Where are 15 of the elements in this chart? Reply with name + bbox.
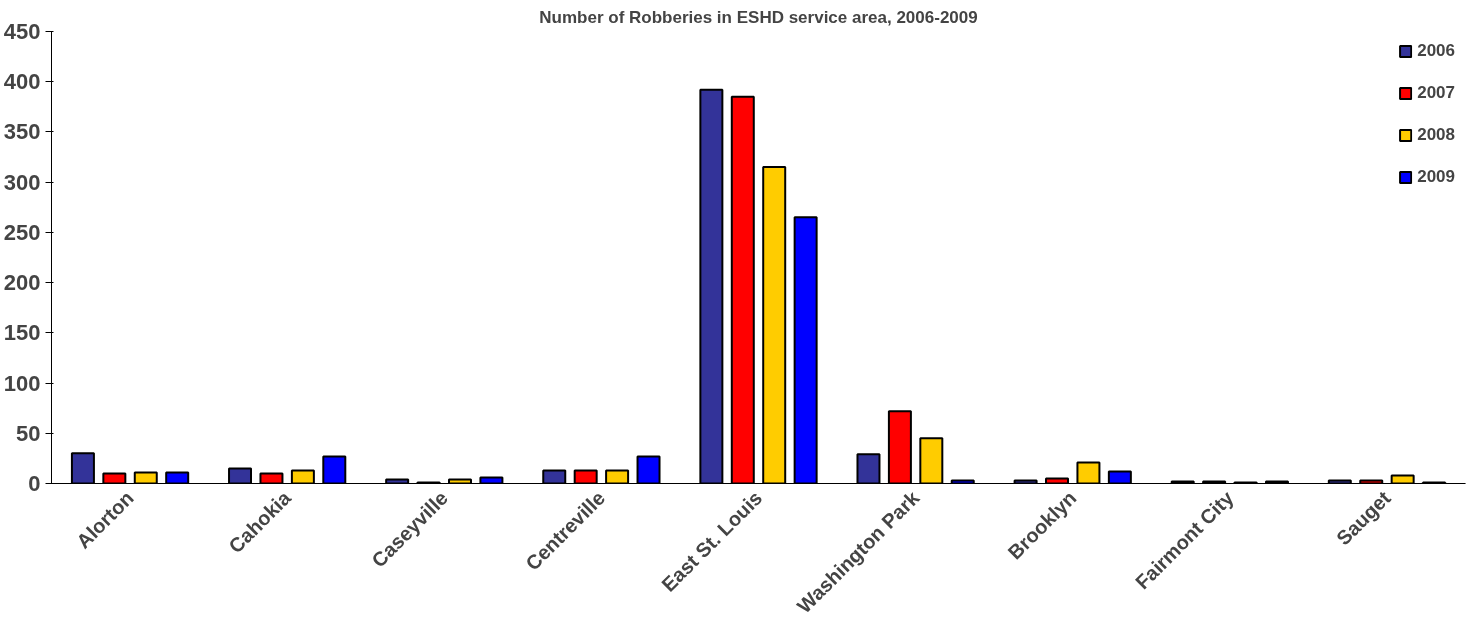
y-tick-label: 150: [3, 320, 41, 346]
y-tick-label: 0: [28, 471, 41, 496]
chart-title: Number of Robberies in ESHD service area, 2006-2009: [539, 7, 978, 27]
y-tick-label: 50: [16, 420, 41, 446]
y-tick-label: 250: [3, 219, 41, 245]
y-tick-label: 400: [3, 69, 41, 95]
y-tick-label: 100: [3, 370, 41, 396]
y-tick-label: 200: [3, 270, 41, 296]
legend-label: 2009: [1417, 167, 1455, 187]
y-tick-label: 450: [3, 19, 41, 44]
legend-label: 2008: [1417, 125, 1455, 145]
legend-label: 2007: [1417, 83, 1455, 103]
y-tick-label: 300: [3, 169, 41, 195]
legend-label: 2006: [1417, 41, 1455, 61]
y-tick-label: 350: [3, 119, 41, 145]
